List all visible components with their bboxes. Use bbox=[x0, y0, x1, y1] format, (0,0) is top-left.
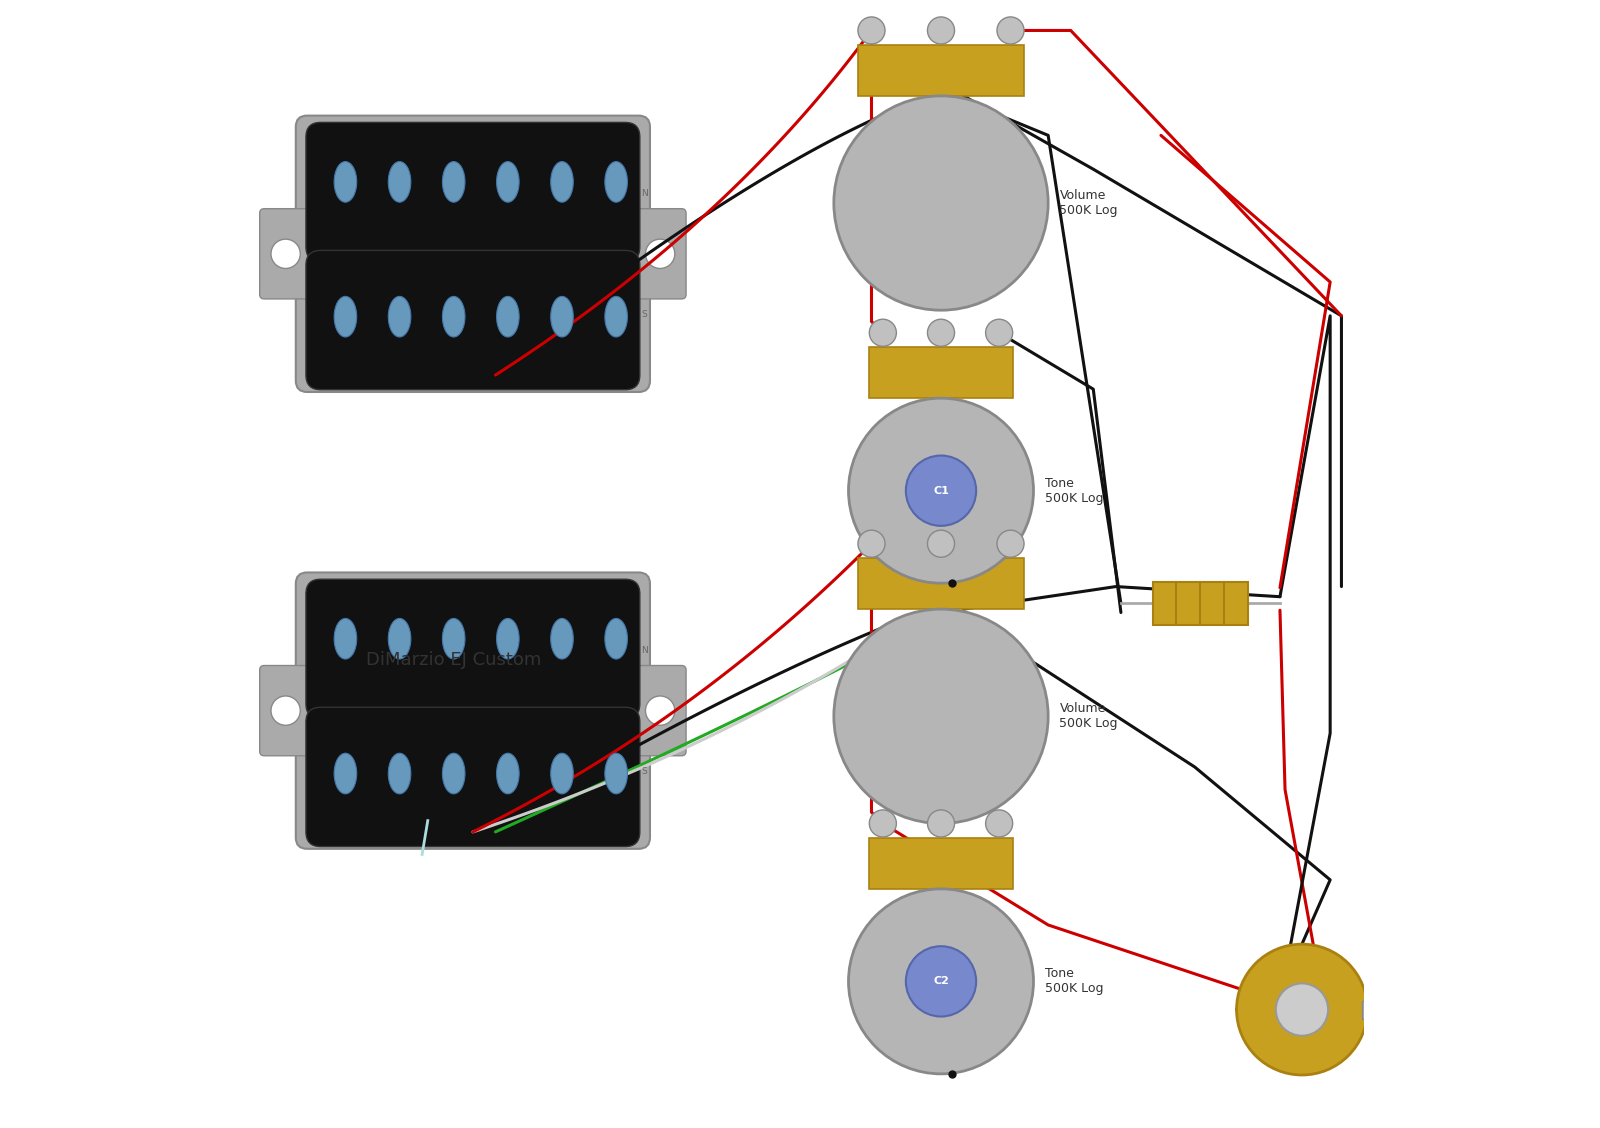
Circle shape bbox=[834, 609, 1048, 823]
FancyBboxPatch shape bbox=[858, 45, 1024, 96]
Ellipse shape bbox=[389, 618, 411, 659]
Text: Volume
500K Log: Volume 500K Log bbox=[1059, 703, 1118, 730]
Ellipse shape bbox=[443, 754, 466, 794]
FancyBboxPatch shape bbox=[1362, 1001, 1382, 1019]
FancyBboxPatch shape bbox=[306, 123, 640, 262]
FancyBboxPatch shape bbox=[259, 209, 312, 299]
Circle shape bbox=[869, 319, 896, 346]
Circle shape bbox=[848, 889, 1034, 1074]
Ellipse shape bbox=[389, 754, 411, 794]
Ellipse shape bbox=[389, 161, 411, 202]
FancyBboxPatch shape bbox=[306, 250, 640, 390]
Ellipse shape bbox=[605, 754, 627, 794]
FancyBboxPatch shape bbox=[869, 838, 1013, 889]
Ellipse shape bbox=[334, 754, 357, 794]
Ellipse shape bbox=[496, 161, 518, 202]
Circle shape bbox=[928, 319, 955, 346]
Text: C2: C2 bbox=[933, 977, 949, 986]
Text: Tone
500K Log: Tone 500K Log bbox=[1045, 968, 1104, 995]
Text: S: S bbox=[642, 767, 646, 776]
Circle shape bbox=[906, 946, 976, 1016]
Circle shape bbox=[270, 696, 301, 725]
Ellipse shape bbox=[496, 297, 518, 337]
Ellipse shape bbox=[334, 618, 357, 659]
Circle shape bbox=[928, 17, 955, 44]
Text: N: N bbox=[642, 188, 648, 197]
Ellipse shape bbox=[496, 754, 518, 794]
Circle shape bbox=[986, 319, 1013, 346]
FancyBboxPatch shape bbox=[306, 707, 640, 846]
Ellipse shape bbox=[550, 754, 573, 794]
Ellipse shape bbox=[605, 297, 627, 337]
Ellipse shape bbox=[496, 618, 518, 659]
Ellipse shape bbox=[550, 618, 573, 659]
FancyBboxPatch shape bbox=[858, 558, 1024, 609]
Text: DiMarzio EJ Custom: DiMarzio EJ Custom bbox=[366, 651, 541, 669]
Circle shape bbox=[858, 17, 885, 44]
Circle shape bbox=[1275, 984, 1328, 1036]
Circle shape bbox=[645, 696, 675, 725]
Text: Tone
500K Log: Tone 500K Log bbox=[1045, 477, 1104, 504]
Ellipse shape bbox=[443, 297, 466, 337]
Circle shape bbox=[928, 810, 955, 837]
FancyBboxPatch shape bbox=[296, 116, 650, 393]
Text: N: N bbox=[642, 645, 648, 654]
FancyBboxPatch shape bbox=[259, 666, 312, 756]
Circle shape bbox=[270, 239, 301, 268]
Ellipse shape bbox=[443, 618, 466, 659]
Text: C1: C1 bbox=[933, 486, 949, 495]
Ellipse shape bbox=[334, 297, 357, 337]
Circle shape bbox=[997, 530, 1024, 557]
Circle shape bbox=[869, 810, 896, 837]
Ellipse shape bbox=[605, 161, 627, 202]
Ellipse shape bbox=[334, 161, 357, 202]
Circle shape bbox=[858, 530, 885, 557]
Circle shape bbox=[848, 398, 1034, 583]
FancyBboxPatch shape bbox=[634, 209, 686, 299]
FancyBboxPatch shape bbox=[296, 573, 650, 848]
Circle shape bbox=[1237, 944, 1368, 1075]
FancyBboxPatch shape bbox=[869, 347, 1013, 398]
Text: Volume
500K Log: Volume 500K Log bbox=[1059, 190, 1118, 217]
FancyBboxPatch shape bbox=[1152, 582, 1248, 625]
Ellipse shape bbox=[389, 297, 411, 337]
Text: S: S bbox=[642, 310, 646, 319]
Ellipse shape bbox=[605, 618, 627, 659]
Circle shape bbox=[645, 239, 675, 268]
Circle shape bbox=[906, 456, 976, 526]
Circle shape bbox=[986, 810, 1013, 837]
Circle shape bbox=[928, 530, 955, 557]
Circle shape bbox=[834, 96, 1048, 310]
FancyBboxPatch shape bbox=[634, 666, 686, 756]
Ellipse shape bbox=[443, 161, 466, 202]
Circle shape bbox=[997, 17, 1024, 44]
Ellipse shape bbox=[550, 161, 573, 202]
FancyBboxPatch shape bbox=[306, 580, 640, 719]
Ellipse shape bbox=[550, 297, 573, 337]
